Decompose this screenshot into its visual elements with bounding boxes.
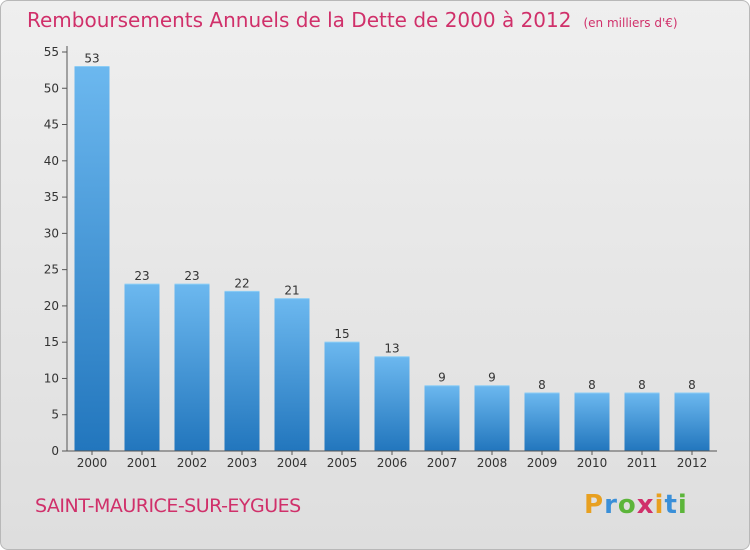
logo-letter: x [636,490,655,520]
logo-letter: P [584,490,605,520]
bar [224,291,260,451]
data-label: 8 [538,378,546,392]
x-tick-label: 2009 [527,456,558,470]
x-tick-label: 2001 [127,456,158,470]
chart-title-text: Remboursements Annuels de la Dette de 20… [27,8,572,32]
data-label: 21 [284,284,299,298]
x-tick-label: 2005 [327,456,358,470]
x-tick-label: 2008 [477,456,508,470]
commune-name: SAINT-MAURICE-SUR-EYGUES [35,495,301,517]
y-tick-label: 40 [44,154,59,168]
y-tick-label: 10 [44,371,59,385]
bar [374,356,410,451]
x-tick-label: 2002 [177,456,208,470]
data-label: 15 [334,327,349,341]
bar [324,342,360,451]
bar [74,66,110,451]
logo-letter: i [654,490,665,520]
bar [674,392,710,451]
y-tick-label: 5 [51,408,59,422]
x-tick-label: 2007 [427,456,458,470]
y-tick-label: 55 [44,45,59,59]
bar [574,392,610,451]
logo-letter: t [664,490,678,520]
x-tick-label: 2004 [277,456,308,470]
bar [274,298,310,451]
y-tick-label: 0 [51,444,59,458]
data-label: 53 [84,52,99,66]
y-tick-label: 25 [44,263,59,277]
logo-letter: i [677,490,688,520]
chart-subtitle: (en milliers d'€) [583,16,678,30]
y-tick-label: 20 [44,299,59,313]
x-tick-label: 2011 [627,456,658,470]
data-label: 22 [234,276,249,290]
x-tick-label: 2000 [77,456,108,470]
bar [524,392,560,451]
data-label: 8 [588,378,596,392]
y-tick-label: 30 [44,226,59,240]
bar [624,392,660,451]
logo-letter: o [617,490,637,520]
x-tick-label: 2003 [227,456,258,470]
x-tick-label: 2012 [677,456,708,470]
data-label: 13 [384,342,399,356]
x-tick-label: 2006 [377,456,408,470]
data-label: 8 [688,378,696,392]
bar [174,284,210,451]
y-tick-label: 50 [44,81,59,95]
y-tick-label: 35 [44,190,59,204]
bar [474,385,510,451]
data-label: 23 [134,269,149,283]
bar [424,385,460,451]
chart-title: Remboursements Annuels de la Dette de 20… [27,8,678,32]
data-label: 9 [488,371,496,385]
data-label: 9 [438,371,446,385]
x-tick-label: 2010 [577,456,608,470]
proxiti-logo: Proxiti [584,490,688,520]
data-label: 23 [184,269,199,283]
data-label: 8 [638,378,646,392]
y-tick-label: 45 [44,118,59,132]
y-tick-label: 15 [44,335,59,349]
logo-letter: r [604,490,618,520]
bar [124,284,160,451]
